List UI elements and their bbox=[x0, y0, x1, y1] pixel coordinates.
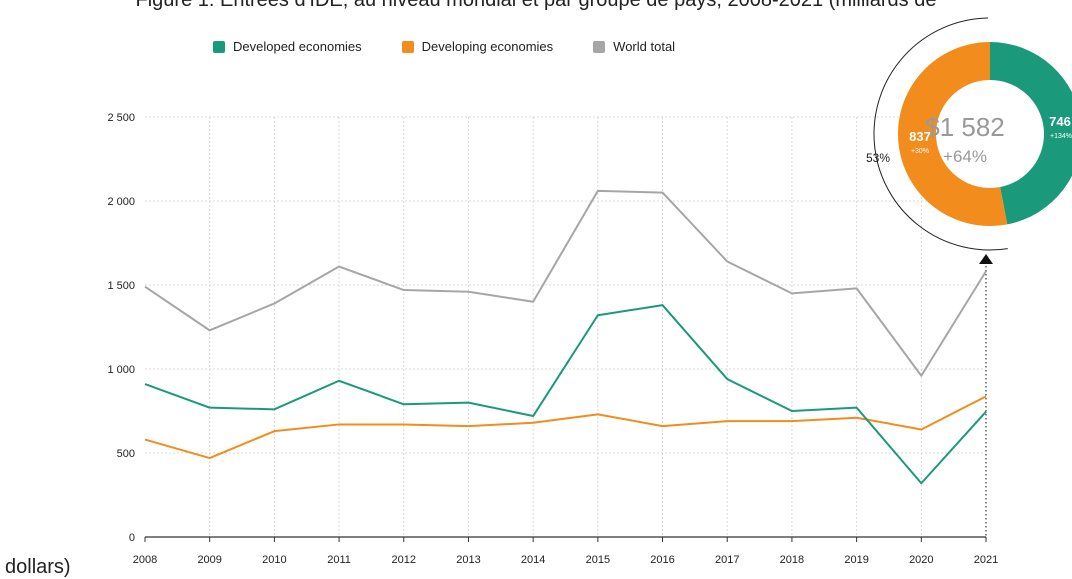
x-tick-label: 2010 bbox=[262, 554, 286, 566]
legend-label-world: World total bbox=[613, 39, 676, 54]
y-tick-labels: 0 500 1 000 1 500 2 000 2 500 bbox=[107, 112, 135, 544]
x-tick-label: 2019 bbox=[844, 554, 868, 566]
x-tick-label: 2020 bbox=[909, 554, 933, 566]
grid bbox=[144, 116, 993, 542]
legend-item-developing: Developing economies bbox=[401, 39, 554, 54]
x-tick-label: 2015 bbox=[586, 554, 610, 566]
y-tick-label: 1 500 bbox=[107, 280, 135, 292]
x-tick-label: 2011 bbox=[327, 554, 351, 566]
legend-item-developed: Developed economies bbox=[213, 39, 362, 54]
donut-developing-change: +30% bbox=[911, 148, 929, 155]
x-tick-label: 2016 bbox=[650, 554, 674, 566]
legend: Developed economies Developing economies… bbox=[213, 39, 715, 54]
chart-title: Figure 1. Entrées d'IDE, au niveau mondi… bbox=[135, 0, 937, 11]
legend-swatch-developing bbox=[401, 40, 414, 53]
x-tick-label: 2021 bbox=[974, 554, 998, 566]
y-tick-label: 1 000 bbox=[107, 364, 135, 376]
x-tick-label: 2009 bbox=[197, 554, 221, 566]
donut-total-change: +64% bbox=[943, 147, 987, 166]
donut-developing-value: 837 bbox=[909, 129, 931, 144]
donut-share-bracket bbox=[873, 17, 1008, 251]
donut-developing-share: 53% bbox=[866, 151, 890, 165]
x-tick-label: 2017 bbox=[715, 554, 739, 566]
series-line-developed-economies bbox=[144, 304, 987, 485]
series-lines bbox=[144, 189, 987, 485]
y-tick-label: 2 000 bbox=[107, 196, 135, 208]
donut-hole bbox=[937, 81, 1043, 187]
donut-chart: $1 582 +64% 837 +30% 746 +134% 53% bbox=[866, 17, 1072, 251]
legend-swatch-world bbox=[593, 40, 606, 53]
x-tick-label: 2012 bbox=[392, 554, 416, 566]
legend-label-developing: Developing economies bbox=[421, 39, 554, 54]
donut-total: $1 582 bbox=[925, 112, 1005, 142]
donut-developed-value: 746 bbox=[1049, 114, 1071, 129]
series-line-world-total bbox=[144, 189, 987, 377]
legend-item-world: World total bbox=[593, 39, 675, 54]
legend-swatch-developed bbox=[213, 40, 225, 53]
y-tick-label: 2 500 bbox=[107, 112, 135, 124]
donut-slice-developed bbox=[990, 42, 1072, 225]
series-line-developing-economies bbox=[144, 395, 987, 460]
x-tick-label: 2008 bbox=[133, 554, 157, 566]
donut-slice-developing bbox=[898, 42, 1008, 226]
x-tick-labels: 2008 2009 2010 2011 2012 2013 2014 2015 2016 2017… bbox=[133, 554, 998, 566]
x-tick-label: 2018 bbox=[780, 554, 804, 566]
donut-ring bbox=[873, 17, 1072, 251]
pointer-arrow bbox=[979, 254, 993, 264]
donut-developed-change: +134% bbox=[1050, 133, 1072, 140]
chart-title-continuation: dollars) bbox=[5, 556, 71, 578]
y-tick-label: 500 bbox=[117, 448, 135, 460]
x-tick-label: 2013 bbox=[456, 554, 480, 566]
y-tick-label: 0 bbox=[129, 532, 135, 544]
legend-label-developed: Developed economies bbox=[233, 39, 362, 54]
x-tick-label: 2014 bbox=[521, 554, 545, 566]
